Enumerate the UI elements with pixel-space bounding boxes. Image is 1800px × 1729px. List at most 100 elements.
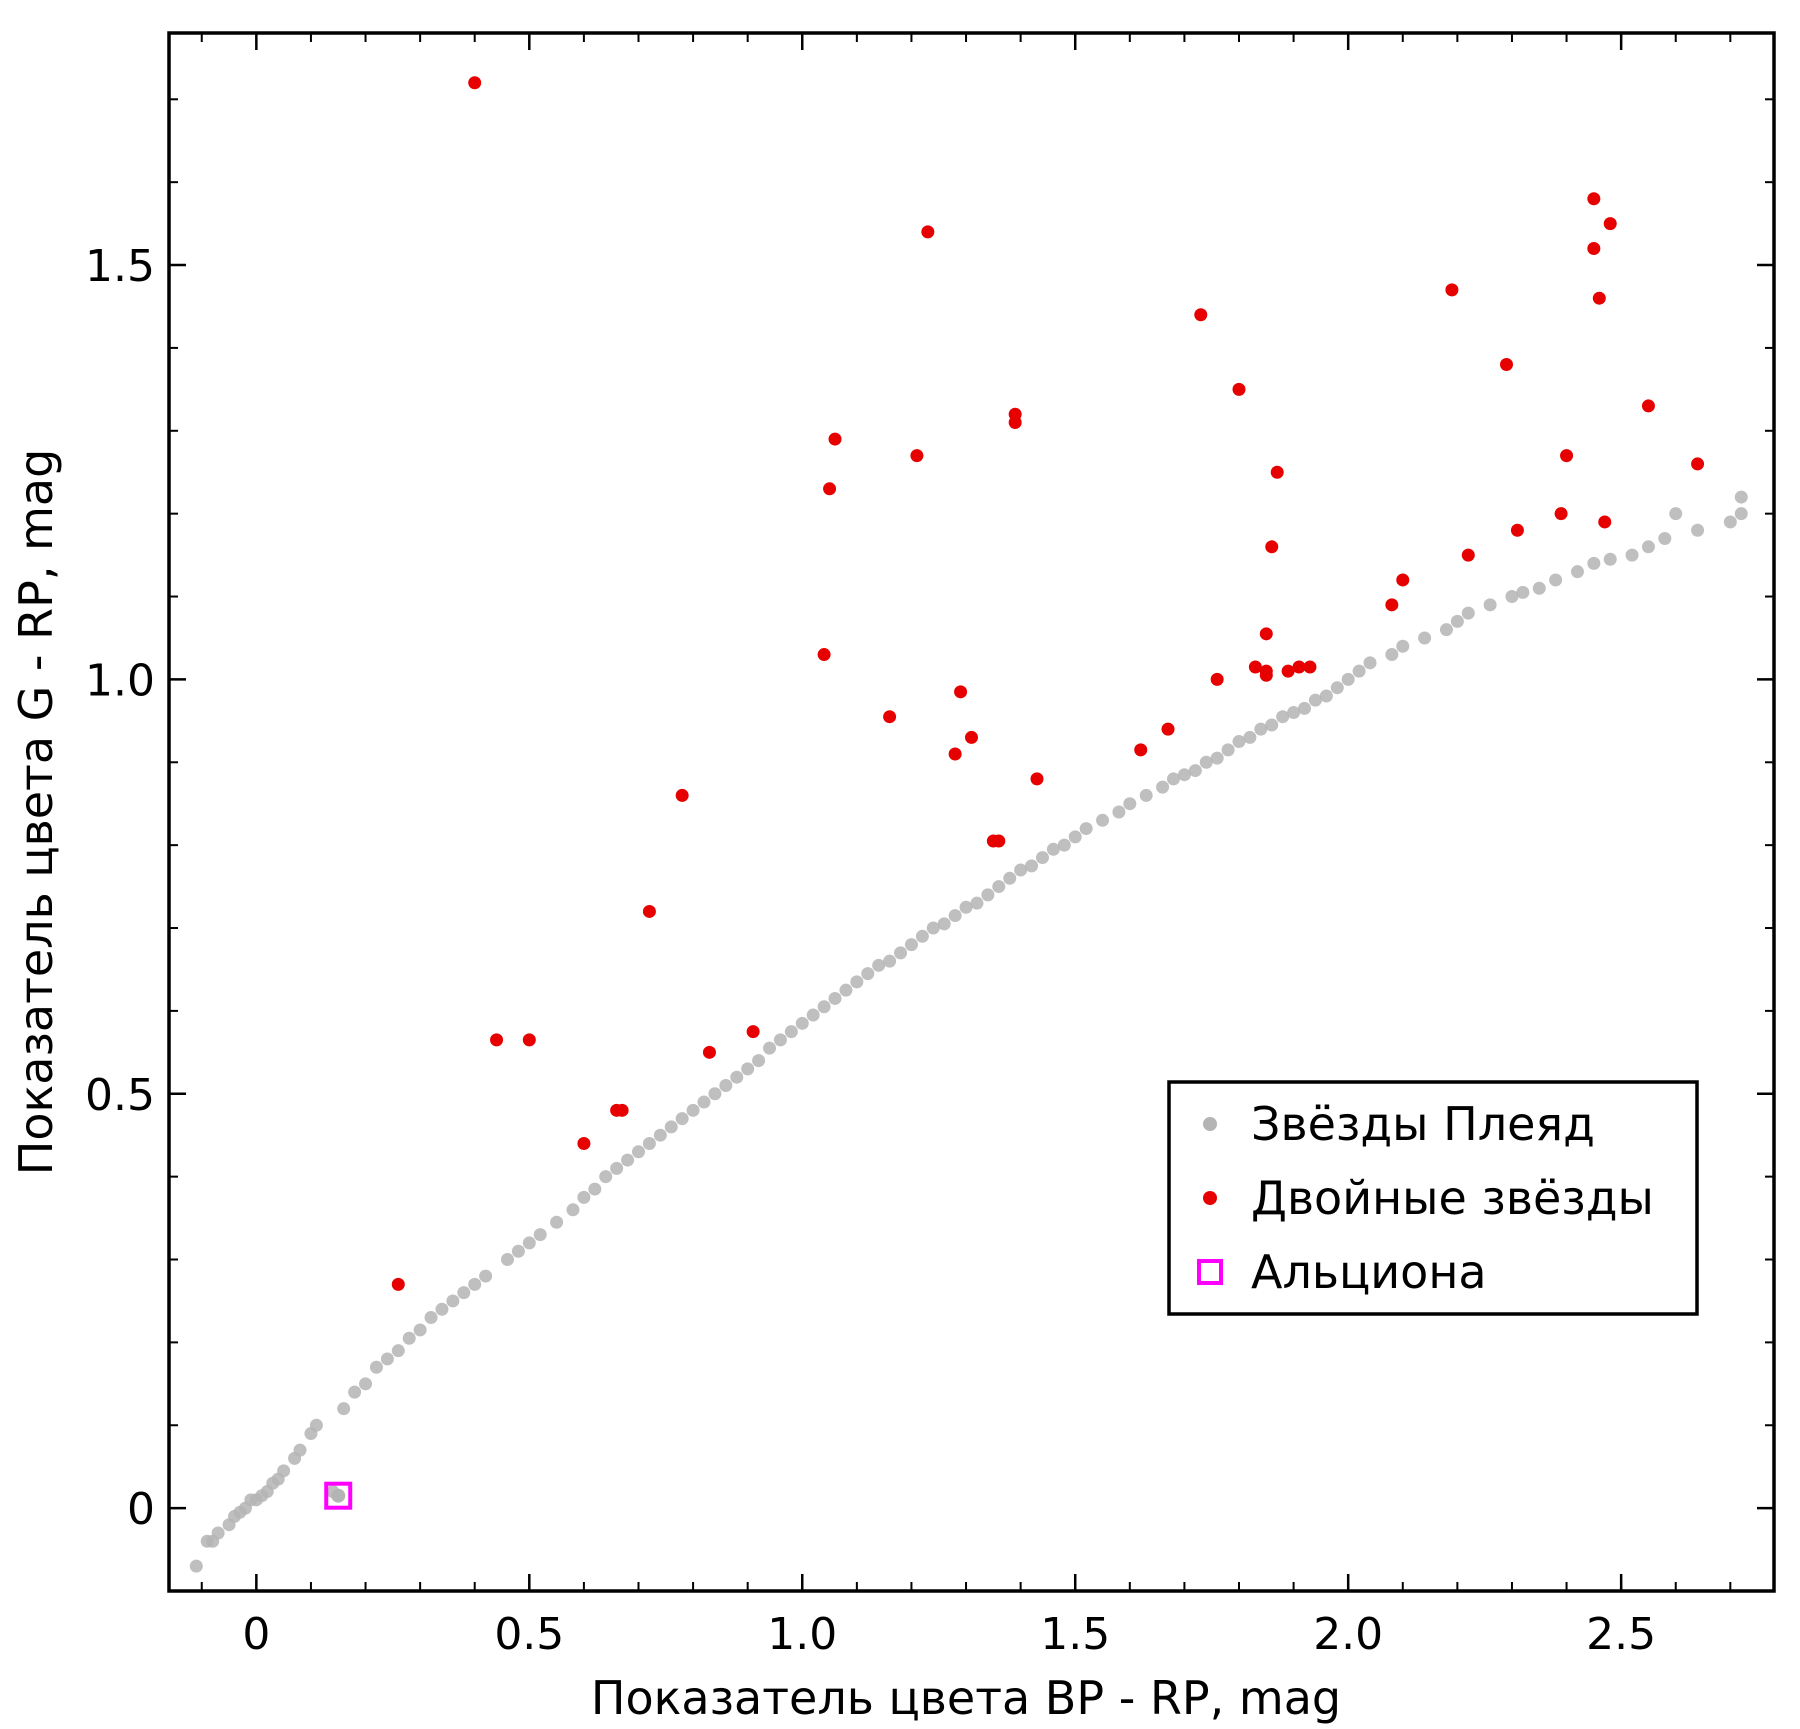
binary-star-point bbox=[1445, 283, 1459, 297]
pleiades-point bbox=[588, 1182, 602, 1196]
pleiades-point bbox=[883, 954, 897, 968]
pleiades-point bbox=[959, 900, 973, 914]
binary-star-point bbox=[948, 747, 962, 761]
pleiades-point bbox=[1734, 490, 1748, 504]
binary-star-point bbox=[1008, 407, 1022, 421]
binary-star-point bbox=[1134, 743, 1148, 757]
pleiades-point bbox=[1330, 681, 1344, 695]
legend-marker-alcyone bbox=[1197, 1259, 1223, 1285]
pleiades-point bbox=[1723, 515, 1737, 529]
pleiades-point bbox=[730, 1070, 744, 1084]
y-tick-label: 0.5 bbox=[85, 1070, 155, 1121]
pleiades-point bbox=[1625, 548, 1639, 562]
pleiades-point bbox=[621, 1153, 635, 1167]
binary-star-point bbox=[1598, 515, 1612, 529]
pleiades-point bbox=[697, 1095, 711, 1109]
binary-star-point bbox=[954, 685, 968, 699]
pleiades-point bbox=[1123, 797, 1137, 811]
pleiades-point bbox=[189, 1559, 203, 1573]
pleiades-point bbox=[992, 880, 1006, 894]
pleiades-point bbox=[446, 1294, 460, 1308]
pleiades-point bbox=[872, 958, 886, 972]
pleiades-point bbox=[1363, 656, 1377, 670]
binary-star-point bbox=[1030, 772, 1044, 786]
binary-star-point bbox=[1587, 241, 1601, 255]
binary-star-point bbox=[391, 1277, 405, 1291]
plot-frame bbox=[167, 31, 1776, 1593]
binary-star-point bbox=[1560, 449, 1574, 463]
binary-star-point bbox=[1592, 291, 1606, 305]
pleiades-point bbox=[1341, 672, 1355, 686]
y-tick-label: 1.0 bbox=[85, 655, 155, 706]
pleiades-point bbox=[773, 1033, 787, 1047]
binary-star-point bbox=[1510, 523, 1524, 537]
pleiades-point bbox=[1139, 788, 1153, 802]
x-tick-labels: 0 0.5 1.0 1.5 2.0 2.5 bbox=[242, 1609, 1656, 1660]
binary-star-point bbox=[921, 225, 935, 239]
binary-star-point bbox=[1554, 507, 1568, 521]
pleiades-point bbox=[1025, 859, 1039, 873]
y-axis-label: Показатель цвета G - RP, mag bbox=[9, 449, 63, 1176]
pleiades-point bbox=[500, 1253, 514, 1267]
pleiades-point bbox=[577, 1190, 591, 1204]
pleiades-point bbox=[1096, 813, 1110, 827]
binary-star-point bbox=[1265, 540, 1279, 554]
pleiades-point bbox=[664, 1120, 678, 1134]
pleiades-point bbox=[1396, 639, 1410, 653]
pleiades-point bbox=[1232, 735, 1246, 749]
binary-star-point bbox=[1210, 672, 1224, 686]
pleiades-point bbox=[970, 896, 984, 910]
pleiades-point bbox=[894, 946, 908, 960]
binary-star-point bbox=[746, 1025, 760, 1039]
pleiades-point bbox=[686, 1103, 700, 1117]
pleiades-point bbox=[369, 1360, 383, 1374]
pleiades-point bbox=[1003, 871, 1017, 885]
legend-label-pleiades: Звёзды Плеяд bbox=[1251, 1097, 1595, 1151]
pleiades-point bbox=[391, 1344, 405, 1358]
x-tick-label: 2.0 bbox=[1313, 1609, 1383, 1660]
binary-star-point bbox=[1587, 192, 1601, 206]
binary-star-point bbox=[823, 482, 837, 496]
pleiades-point bbox=[937, 917, 951, 931]
pleiades-point bbox=[1254, 722, 1268, 736]
pleiades-point bbox=[1177, 768, 1191, 782]
pleiades-point bbox=[1243, 730, 1257, 744]
binary-star-point bbox=[1641, 399, 1655, 413]
binary-star-point bbox=[675, 788, 689, 802]
pleiades-point bbox=[1734, 507, 1748, 521]
pleiades-point bbox=[1658, 532, 1672, 546]
binary-star-point bbox=[1248, 660, 1262, 674]
binary-star-point bbox=[1303, 660, 1317, 674]
pleiades-point bbox=[631, 1145, 645, 1159]
pleiades-point bbox=[1516, 585, 1530, 599]
pleiades-point bbox=[675, 1112, 689, 1126]
binary-star-point bbox=[1270, 465, 1284, 479]
pleiades-point bbox=[1199, 755, 1213, 769]
pleiades-point bbox=[211, 1526, 225, 1540]
pleiades-point bbox=[1483, 598, 1497, 612]
binary-star-point bbox=[1603, 217, 1617, 231]
pleiades-point bbox=[359, 1377, 373, 1391]
x-tick-label: 0.5 bbox=[494, 1609, 564, 1660]
pleiades-point bbox=[610, 1161, 624, 1175]
pleiades-point bbox=[795, 1016, 809, 1030]
pleiades-point bbox=[1532, 581, 1546, 595]
pleiades-point bbox=[599, 1170, 613, 1184]
pleiades-point bbox=[1188, 764, 1202, 778]
legend-box bbox=[1167, 1080, 1699, 1316]
binary-star-point bbox=[992, 834, 1006, 848]
binary-star-point bbox=[817, 648, 831, 662]
binary-star-point bbox=[1691, 457, 1705, 471]
pleiades-point bbox=[915, 929, 929, 943]
pleiades-point bbox=[435, 1302, 449, 1316]
pleiades-point bbox=[380, 1352, 394, 1366]
pleiades-point bbox=[1669, 507, 1683, 521]
pleiades-point bbox=[1319, 689, 1333, 703]
binary-star-point bbox=[1281, 664, 1295, 678]
pleiades-point bbox=[1014, 863, 1028, 877]
pleiades-point bbox=[861, 967, 875, 981]
pleiades-point bbox=[533, 1228, 547, 1242]
binary-star-point bbox=[1259, 627, 1273, 641]
x-tick-label: 1.0 bbox=[767, 1609, 837, 1660]
pleiades-point bbox=[1166, 772, 1180, 786]
